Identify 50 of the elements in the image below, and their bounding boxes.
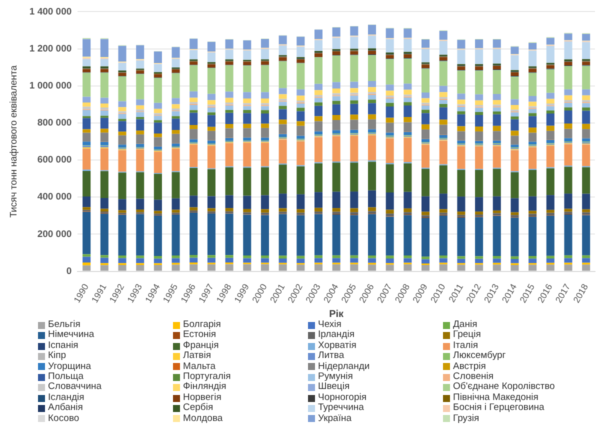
legend-label: Кіпр (48, 350, 66, 362)
legend-label: Словенія (453, 371, 494, 382)
y-tick-label: 800 000 (37, 118, 72, 129)
legend-label: Австрія (453, 360, 486, 372)
y-tick-label: 400 000 (37, 192, 72, 203)
y-tick-label: 600 000 (37, 154, 72, 166)
legend-label: Естонія (183, 329, 216, 341)
x-axis-title: Рік (329, 308, 345, 320)
legend-label: Швеція (318, 381, 350, 393)
y-tick-label: 1 200 000 (29, 43, 72, 54)
y-tick-label: 1 000 000 (29, 80, 72, 92)
legend-label: Фінляндія (183, 381, 226, 393)
legend-label: Хорватія (318, 340, 356, 352)
legend-label: Угорщина (48, 360, 92, 372)
y-tick-label: 200 000 (37, 228, 72, 240)
legend-label: Ісландія (48, 392, 84, 403)
legend-label: Туреччина (318, 402, 364, 414)
legend-label: Італія (453, 340, 478, 351)
legend-label: Болгарія (183, 319, 221, 330)
legend-label: Нідерланди (318, 360, 370, 372)
legend-label: Північна Македонія (453, 392, 538, 403)
legend-label: Португалія (183, 371, 231, 382)
legend-label: Франція (183, 340, 219, 351)
legend-label: Боснія і Герцеговина (453, 402, 544, 414)
legend-label: Чорногорія (318, 392, 367, 404)
legend-label: Албанія (48, 402, 83, 414)
legend-label: Молдова (183, 412, 223, 424)
legend-label: Німеччина (48, 329, 94, 341)
legend-label: Мальта (183, 360, 216, 372)
legend-label: Румунія (318, 371, 353, 382)
y-tick-label: 1 400 000 (29, 6, 72, 18)
legend-label: Україна (318, 412, 352, 424)
legend-label: Данія (453, 319, 478, 330)
legend-label: Об'єднане Королівство (453, 381, 555, 393)
legend-label: Грузія (453, 412, 480, 424)
legend-label: Бельгія (48, 319, 80, 330)
legend-label: Іспанія (48, 340, 78, 351)
legend-label: Литва (318, 350, 344, 362)
y-axis-title: Тисяч тонн нафтового еквівалента (8, 64, 20, 218)
legend-label: Норвегія (183, 392, 222, 403)
legend-label: Сербія (183, 402, 214, 414)
legend-label: Словаччина (48, 381, 102, 393)
legend-label: Латвія (183, 350, 211, 362)
legend-label: Греція (453, 329, 481, 341)
legend-label: Ірландія (318, 329, 354, 341)
legend-label: Польща (48, 371, 84, 382)
y-tick-label: 0 (66, 266, 72, 277)
legend-label: Люксембург (453, 350, 506, 362)
legend-label: Косово (48, 412, 80, 424)
legend-label: Чехія (318, 319, 342, 330)
